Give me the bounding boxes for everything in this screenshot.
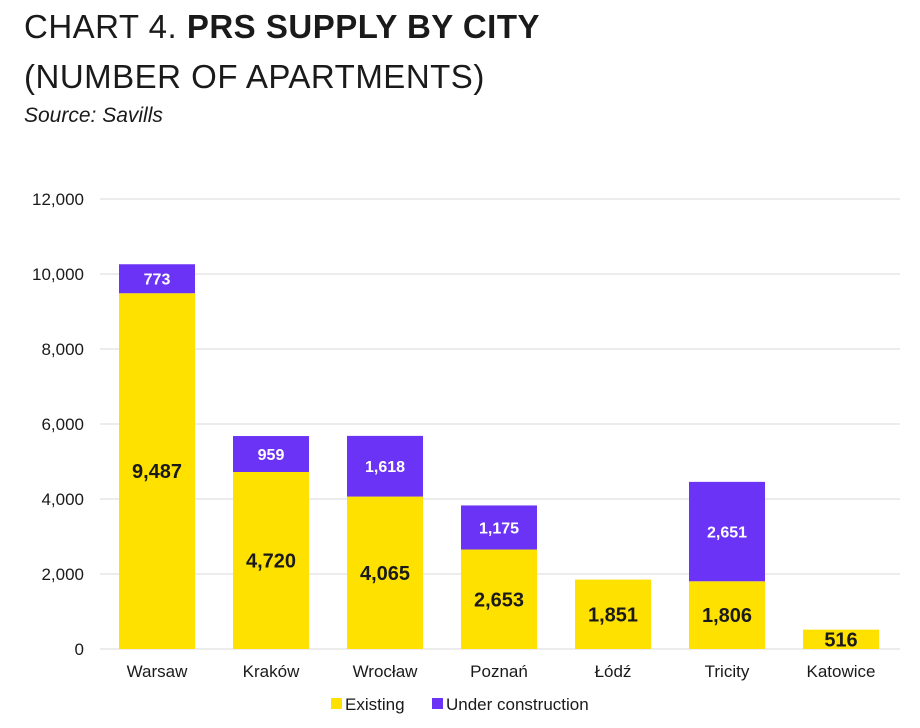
x-tick-label: Katowice [807, 662, 876, 681]
data-label-under-construction: 1,618 [365, 459, 405, 476]
data-label-existing: 516 [824, 629, 857, 651]
y-tick-label: 10,000 [32, 265, 84, 284]
bar-under-construction [461, 505, 537, 550]
legend-swatch-under-construction [432, 698, 443, 709]
data-label-existing: 4,720 [246, 551, 296, 573]
data-label-existing: 2,653 [474, 589, 524, 611]
x-tick-label: Wrocław [353, 662, 419, 681]
data-label-under-construction: 773 [144, 272, 171, 289]
y-tick-label: 8,000 [41, 340, 84, 359]
y-axis: 0 2,000 4,000 6,000 8,000 10,000 12,000 [32, 190, 84, 659]
y-tick-label: 2,000 [41, 565, 84, 584]
chart-title-prefix: CHART 4. [24, 8, 187, 45]
bars: 773 9,487 959 4,720 1,618 4,065 1,175 2,653 1,85… [119, 264, 879, 651]
x-tick-label: Łódź [595, 662, 632, 681]
bar-existing [119, 293, 195, 649]
bar-existing [347, 496, 423, 649]
bar-existing [689, 581, 765, 649]
chart-subtitle: (NUMBER OF APARTMENTS) [24, 58, 485, 95]
bar-existing [233, 472, 309, 649]
x-tick-label: Warsaw [127, 662, 188, 681]
data-label-under-construction: 959 [258, 447, 285, 464]
bar-existing [461, 549, 537, 649]
data-label-existing: 4,065 [360, 563, 410, 585]
y-tick-label: 0 [75, 640, 84, 659]
data-label-existing: 1,851 [588, 604, 638, 626]
chart-title: CHART 4. PRS SUPPLY BY CITY [24, 8, 540, 46]
y-tick-label: 6,000 [41, 415, 84, 434]
legend-label-existing: Existing [345, 695, 405, 714]
data-label-under-construction: 2,651 [707, 525, 747, 542]
bar-existing [575, 579, 651, 649]
bar-under-construction [233, 436, 309, 472]
x-axis: Warsaw Kraków Wrocław Poznań Łódź Tricity Kato… [127, 662, 876, 681]
data-label-existing: 1,806 [702, 605, 752, 627]
chart-title-bold: PRS SUPPLY BY CITY [186, 8, 541, 45]
legend-swatch-existing [331, 698, 342, 709]
data-label-existing: 9,487 [132, 461, 182, 483]
bar-existing [803, 629, 879, 649]
x-tick-label: Poznań [470, 662, 528, 681]
legend-label-under-construction: Under construction [446, 695, 589, 714]
legend: Existing Under construction [331, 695, 589, 714]
y-tick-label: 4,000 [41, 490, 84, 509]
y-tick-label: 12,000 [32, 190, 84, 209]
bar-under-construction [689, 481, 765, 582]
bar-under-construction [347, 435, 423, 497]
x-tick-label: Tricity [705, 662, 750, 681]
source-note: Source: Savills [24, 104, 163, 127]
bar-under-construction [119, 264, 195, 294]
data-label-under-construction: 1,175 [479, 520, 519, 537]
x-tick-label: Kraków [243, 662, 300, 681]
